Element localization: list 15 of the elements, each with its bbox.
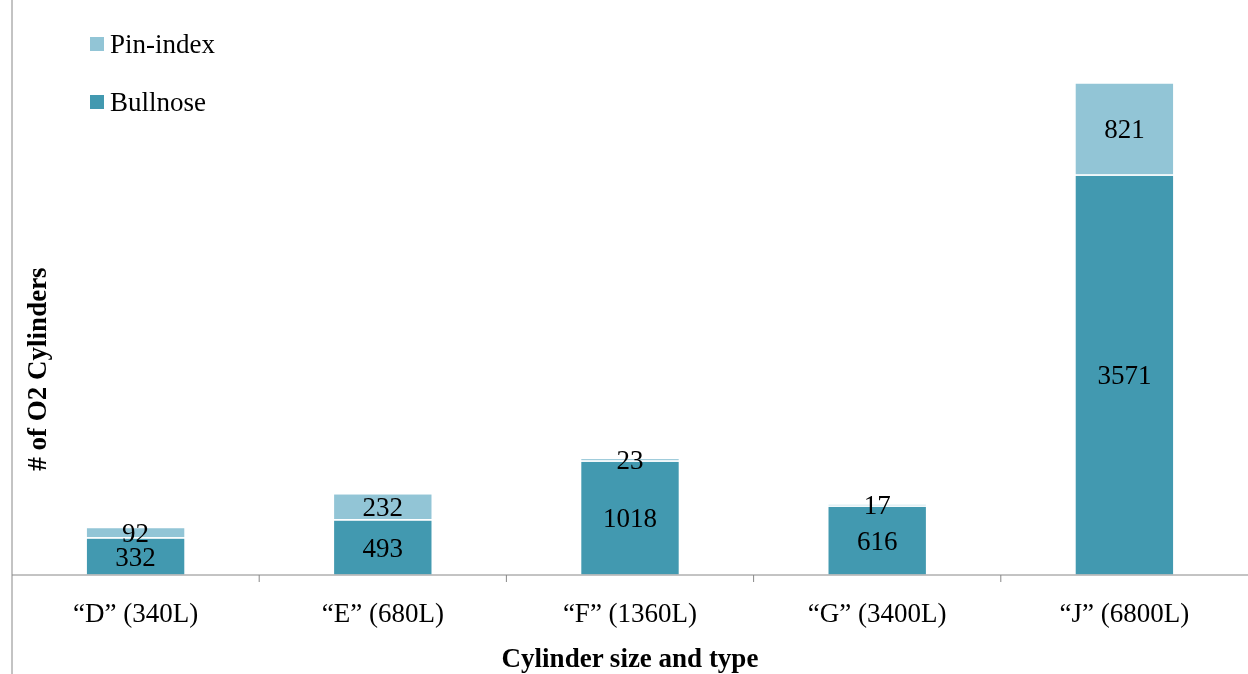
data-label: 493: [362, 532, 404, 563]
y-axis-title: # of O2 Cylinders: [22, 267, 52, 471]
x-tick-label: “E” (680L): [321, 598, 444, 628]
data-label: 821: [1104, 114, 1145, 145]
data-label: 616: [856, 525, 898, 556]
data-label: 1018: [603, 503, 657, 534]
legend-label: Bullnose: [110, 87, 207, 118]
x-tick-label: “J” (6800L): [1059, 598, 1190, 628]
data-label: 3571: [1097, 360, 1152, 391]
x-tick-label: “D” (340L): [73, 598, 199, 628]
x-tick-label: “G” (3400L): [807, 598, 947, 628]
legend-label: Pin-index: [110, 29, 216, 60]
x-axis-title: Cylinder size and type: [501, 643, 759, 673]
data-label: 232: [362, 492, 404, 523]
x-tick-label: “F” (1360L): [562, 598, 698, 628]
